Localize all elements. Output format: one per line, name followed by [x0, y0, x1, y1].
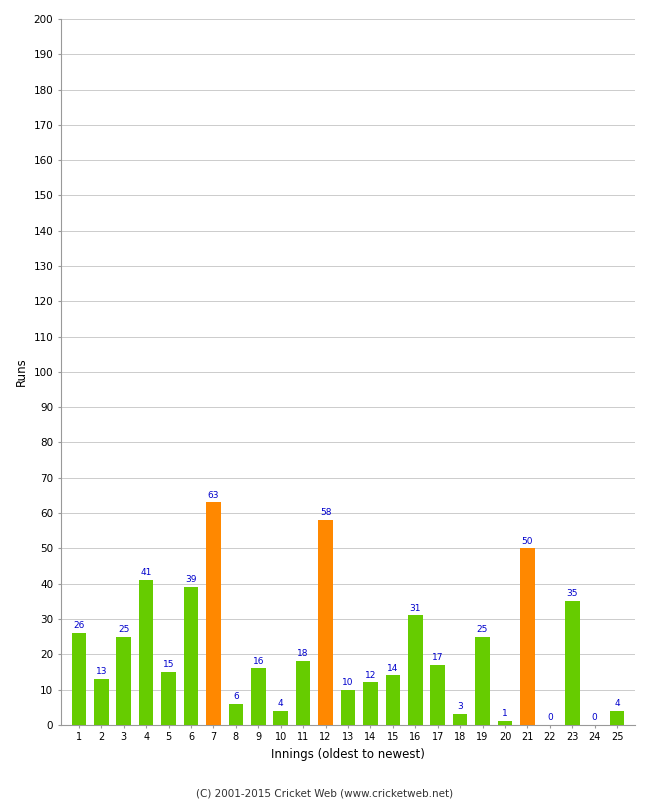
Text: 26: 26 — [73, 622, 84, 630]
Y-axis label: Runs: Runs — [15, 358, 28, 386]
Bar — [475, 637, 490, 725]
Text: 6: 6 — [233, 692, 239, 701]
Text: 4: 4 — [614, 699, 620, 708]
Text: 39: 39 — [185, 575, 197, 584]
Bar — [296, 662, 311, 725]
Bar — [116, 637, 131, 725]
Bar — [72, 633, 86, 725]
Text: 3: 3 — [457, 702, 463, 711]
Text: 16: 16 — [253, 657, 264, 666]
Text: 18: 18 — [297, 650, 309, 658]
Bar — [498, 722, 512, 725]
Bar — [274, 710, 288, 725]
Bar — [520, 548, 535, 725]
Bar — [341, 690, 356, 725]
Bar — [408, 615, 422, 725]
Bar — [206, 502, 221, 725]
Bar — [565, 602, 580, 725]
Bar — [94, 679, 109, 725]
Bar — [139, 580, 153, 725]
Text: 15: 15 — [163, 660, 174, 669]
Bar — [610, 710, 625, 725]
Bar — [318, 520, 333, 725]
Bar — [251, 668, 266, 725]
Text: 12: 12 — [365, 670, 376, 680]
Text: (C) 2001-2015 Cricket Web (www.cricketweb.net): (C) 2001-2015 Cricket Web (www.cricketwe… — [196, 788, 454, 798]
Text: 25: 25 — [477, 625, 488, 634]
Text: 1: 1 — [502, 710, 508, 718]
Bar — [430, 665, 445, 725]
Bar — [453, 714, 467, 725]
Text: 31: 31 — [410, 603, 421, 613]
Bar — [229, 704, 243, 725]
Text: 14: 14 — [387, 663, 398, 673]
Bar — [385, 675, 400, 725]
Text: 17: 17 — [432, 653, 443, 662]
Text: 13: 13 — [96, 667, 107, 676]
Text: 50: 50 — [521, 537, 533, 546]
Text: 58: 58 — [320, 508, 332, 518]
Bar — [363, 682, 378, 725]
Text: 25: 25 — [118, 625, 129, 634]
Text: 0: 0 — [547, 713, 552, 722]
X-axis label: Innings (oldest to newest): Innings (oldest to newest) — [271, 748, 425, 761]
Text: 63: 63 — [208, 490, 219, 500]
Text: 41: 41 — [140, 568, 152, 578]
Bar — [161, 672, 176, 725]
Text: 4: 4 — [278, 699, 283, 708]
Text: 10: 10 — [342, 678, 354, 686]
Text: 35: 35 — [566, 590, 578, 598]
Text: 0: 0 — [592, 713, 597, 722]
Bar — [184, 587, 198, 725]
